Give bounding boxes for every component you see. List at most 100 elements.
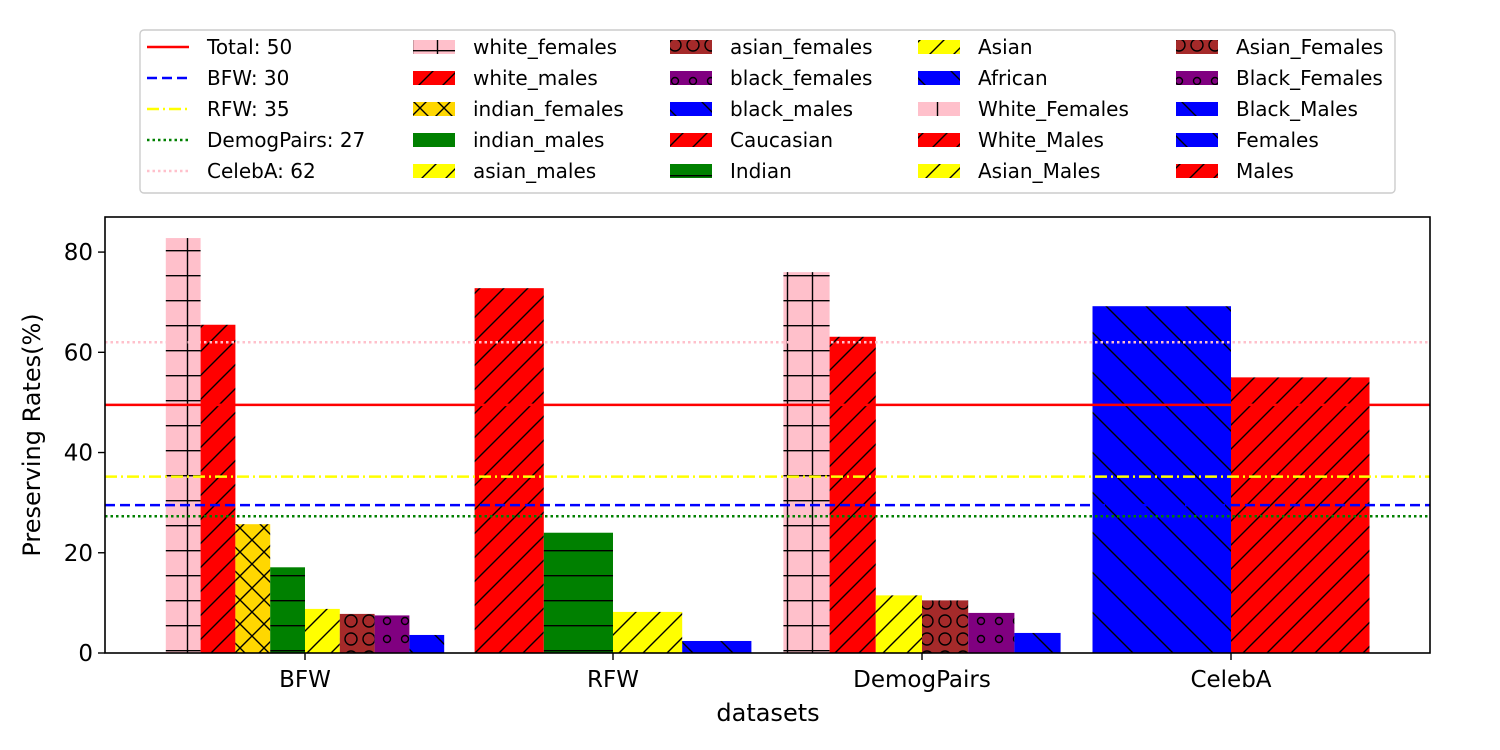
y-axis-label: Preserving Rates(%) [18, 313, 46, 556]
legend-swatch [670, 164, 712, 178]
legend-entry-males: Males [1176, 159, 1294, 183]
legend-label: indian_males [473, 128, 604, 152]
bar-rfw-asian [613, 611, 683, 653]
x-axis-label: datasets [716, 699, 819, 727]
legend-label: Males [1236, 159, 1294, 183]
bar-bfw-black-males [409, 634, 445, 653]
y-tick-label: 0 [78, 641, 93, 667]
bar-bfw-white-males [200, 324, 236, 653]
legend-entry-white-males: white_males [413, 66, 598, 90]
bar-group-rfw [474, 288, 752, 653]
bar-demogpairs-asian-females [922, 600, 969, 653]
bar-bfw-indian-females [235, 524, 271, 653]
legend-entry-asian: Asian [918, 35, 1033, 59]
legend-swatch [918, 40, 960, 54]
legend-entry-indian-females: indian_females [413, 97, 624, 121]
legend-label: CelebA: 62 [207, 159, 316, 183]
legend-entry-indian-males: indian_males [413, 128, 604, 152]
legend-label: Asian [978, 35, 1033, 59]
legend-label: White_Females [978, 97, 1129, 121]
legend-swatch [413, 71, 455, 85]
bar-demogpairs-black-males [1014, 632, 1061, 653]
legend-entry-caucasian: Caucasian [670, 128, 833, 152]
bar-bfw-white-females [165, 238, 201, 654]
x-tick-label: DemogPairs [853, 667, 991, 693]
legend-label: Females [1236, 128, 1319, 152]
legend-swatch [918, 133, 960, 147]
legend-swatch [1176, 164, 1218, 178]
legend-label: white_females [473, 35, 617, 59]
bar-rfw-indian [543, 532, 613, 653]
bar-bfw-asian-females [339, 613, 375, 653]
legend-label: Indian [730, 159, 792, 183]
legend-entry-black-females: Black_Females [1176, 66, 1383, 90]
bar-group-bfw [165, 238, 445, 654]
legend-entry-black-males: black_males [670, 97, 853, 121]
legend-label: white_males [473, 66, 598, 90]
bar-bfw-black-females [374, 615, 410, 653]
bar-bfw-indian-males [270, 567, 305, 653]
legend-label: Total: 50 [206, 35, 292, 59]
legend-entry-asian-females: Asian_Females [1176, 35, 1383, 59]
legend-entry-white-females: white_females [413, 35, 617, 59]
legend: Total: 50 BFW: 30 RFW: 35 DemogPairs: 27 Cel… [139, 29, 1396, 194]
legend-swatch [670, 40, 712, 54]
bar-group-celeba [1092, 306, 1370, 653]
x-tick-label: RFW [587, 667, 639, 693]
legend-swatch [413, 40, 455, 54]
x-tick-label: CelebA [1190, 667, 1271, 693]
bar-demogpairs-white-males [829, 336, 876, 653]
legend-entry-african: African [918, 66, 1048, 90]
legend-entry-asian-males: asian_males [413, 159, 596, 183]
legend-label: Black_Males [1236, 97, 1358, 121]
legend-label: BFW: 30 [207, 66, 289, 90]
legend-label: black_females [730, 66, 872, 90]
legend-swatch [918, 102, 960, 116]
bar-celeba-females [1092, 306, 1231, 653]
y-tick-label: 40 [64, 441, 93, 467]
legend-swatch [413, 133, 455, 147]
bar-demogpairs-black-females [968, 612, 1015, 653]
bar-rfw-caucasian [474, 288, 544, 653]
legend-label: Asian_Females [1236, 35, 1383, 59]
legend-label: African [978, 66, 1048, 90]
legend-entry-white-females: White_Females [918, 97, 1129, 121]
legend-entry-asian-males: Asian_Males [918, 159, 1100, 183]
legend-swatch [1176, 102, 1218, 116]
bar-rfw-african [682, 640, 752, 653]
bar-bfw-asian-males [305, 608, 340, 653]
legend-label: Black_Females [1236, 66, 1383, 90]
legend-frame [139, 29, 1396, 194]
legend-entry-asian-females: asian_females [670, 35, 873, 59]
legend-label: DemogPairs: 27 [207, 128, 365, 152]
legend-entry-demogpairs-27: DemogPairs: 27 [147, 128, 365, 152]
plot-frame [104, 216, 1431, 654]
legend-swatch [918, 164, 960, 178]
x-tick-label: BFW [279, 667, 331, 693]
y-tick-label: 20 [64, 541, 93, 567]
legend-swatch [413, 164, 455, 178]
legend-swatch [670, 71, 712, 85]
legend-entry-celeba-62: CelebA: 62 [147, 159, 316, 183]
bar-demogpairs-asian-males [875, 595, 922, 653]
legend-label: Asian_Males [978, 159, 1100, 183]
bar-demogpairs-white-females [783, 272, 830, 653]
legend-label: asian_males [473, 159, 596, 183]
legend-entry-rfw-35: RFW: 35 [147, 97, 290, 121]
legend-label: black_males [730, 97, 853, 121]
legend-label: indian_females [473, 97, 624, 121]
legend-entry-indian: Indian [670, 159, 792, 183]
legend-swatch [918, 71, 960, 85]
legend-entry-black-females: black_females [670, 66, 872, 90]
legend-swatch [1176, 40, 1218, 54]
plot-area: 0 20 40 60 80 BFW RFW DemogPairs CelebA [64, 216, 1431, 693]
legend-label: White_Males [978, 128, 1104, 152]
legend-label: Caucasian [730, 128, 833, 152]
legend-swatch [670, 133, 712, 147]
y-tick-label: 60 [64, 340, 93, 366]
legend-entry-females: Females [1176, 128, 1319, 152]
legend-entry-total-50: Total: 50 [147, 35, 292, 59]
legend-swatch [1176, 133, 1218, 147]
legend-swatch [670, 102, 712, 116]
